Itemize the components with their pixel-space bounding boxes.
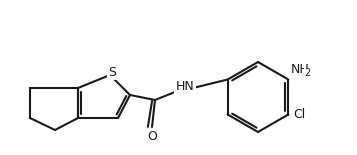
Text: NH: NH xyxy=(290,63,309,76)
Text: 2: 2 xyxy=(304,67,311,78)
Text: S: S xyxy=(108,66,116,80)
Text: HN: HN xyxy=(176,80,194,93)
Text: O: O xyxy=(147,130,157,143)
Text: Cl: Cl xyxy=(293,108,306,121)
